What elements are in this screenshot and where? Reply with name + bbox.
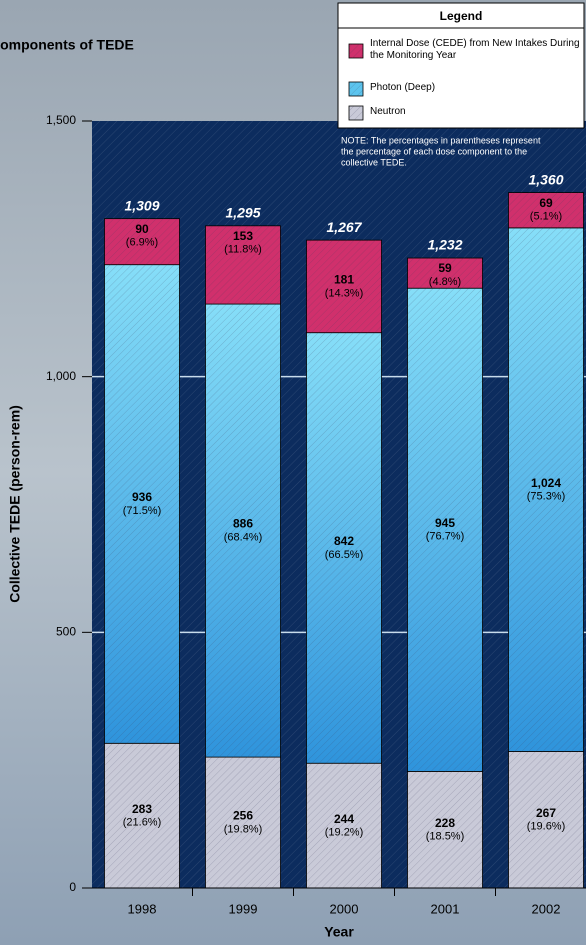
note-line: the percentage of each dose component to… xyxy=(341,146,527,156)
bars: 283(21.6%)936(71.5%)90(6.9%)1,309256(19.… xyxy=(104,171,584,889)
x-tick-label: 1998 xyxy=(128,901,157,916)
bar-hatch xyxy=(407,771,483,888)
x-tick-label: 2001 xyxy=(431,901,460,916)
segment-value: 886 xyxy=(233,517,253,531)
legend-label-box: Photon (Deep) xyxy=(370,82,436,93)
legend-label-box: Internal Dose (CEDE) from New Intakes Du… xyxy=(370,38,580,61)
total-label: 1,309 xyxy=(124,197,159,213)
y-tick-label: 500 xyxy=(56,625,76,639)
bar-hatch xyxy=(104,218,180,265)
legend-swatch-hatch xyxy=(349,82,363,96)
bar-hatch xyxy=(205,225,281,305)
segment-value: 283 xyxy=(132,802,152,816)
total-label: 1,360 xyxy=(528,171,563,187)
x-tick-label: 2000 xyxy=(330,901,359,916)
segment-value: 228 xyxy=(435,816,455,830)
bar-hatch xyxy=(508,227,584,752)
legend-box xyxy=(337,2,585,129)
segment-percent: (76.7%) xyxy=(426,531,465,543)
bar-hatch xyxy=(407,288,483,772)
total-label: 1,232 xyxy=(427,237,462,253)
bar-hatch xyxy=(306,332,382,764)
segment-percent: (4.8%) xyxy=(429,276,461,288)
x-tick-label: 2002 xyxy=(532,901,561,916)
y-tick-label: 1,500 xyxy=(46,113,76,127)
segment-value: 244 xyxy=(334,812,354,826)
bar-hatch xyxy=(306,763,382,888)
segment-value: 181 xyxy=(334,273,354,287)
legend-label-box: Neutron xyxy=(370,106,406,117)
segment-value: 69 xyxy=(539,196,553,210)
note-line: collective TEDE. xyxy=(341,157,407,167)
bar-hatch xyxy=(104,264,180,744)
segment-percent: (19.6%) xyxy=(527,821,566,833)
segment-value: 59 xyxy=(438,261,452,275)
bar-hatch xyxy=(205,757,281,888)
bar-hatch xyxy=(508,751,584,888)
segment-percent: (14.3%) xyxy=(325,287,364,299)
chart-title: Components of TEDE xyxy=(0,37,134,53)
segment-value: 153 xyxy=(233,229,253,243)
segment-value: 267 xyxy=(536,806,556,820)
bar-hatch xyxy=(205,304,281,758)
legend-label: Neutron xyxy=(370,106,406,117)
note: NOTE: The percentages in parentheses rep… xyxy=(341,135,541,167)
bar-hatch xyxy=(508,192,584,228)
segment-percent: (6.9%) xyxy=(126,237,158,249)
bar-hatch xyxy=(104,743,180,888)
x-tick-label: 1999 xyxy=(229,901,258,916)
segment-percent: (75.3%) xyxy=(527,491,566,503)
segment-percent: (19.8%) xyxy=(224,823,263,835)
segment-value: 90 xyxy=(135,222,149,236)
segment-percent: (21.6%) xyxy=(123,817,162,829)
segment-value: 945 xyxy=(435,516,455,530)
y-tick-label: 0 xyxy=(69,880,76,894)
segment-value: 256 xyxy=(233,809,253,823)
segment-percent: (18.5%) xyxy=(426,831,465,843)
segment-value: 936 xyxy=(132,490,152,504)
segment-percent: (19.2%) xyxy=(325,827,364,839)
segment-percent: (5.1%) xyxy=(530,210,562,222)
note-line: NOTE: The percentages in parentheses rep… xyxy=(341,135,541,145)
legend-swatch-hatch xyxy=(349,106,363,120)
segment-percent: (71.5%) xyxy=(123,505,162,517)
legend-swatch-hatch xyxy=(349,44,363,58)
legend-label: Internal Dose (CEDE) from New Intakes Du… xyxy=(370,38,580,61)
segment-value: 842 xyxy=(334,534,354,548)
total-label: 1,267 xyxy=(326,219,362,235)
legend-label: Photon (Deep) xyxy=(370,82,436,93)
legend: Internal Dose (CEDE) from New Intakes Du… xyxy=(348,38,580,121)
segment-value: 1,024 xyxy=(531,476,561,490)
legend-title: Legend xyxy=(440,9,483,23)
bar-hatch xyxy=(306,240,382,333)
bar-hatch xyxy=(407,258,483,289)
segment-percent: (66.5%) xyxy=(325,549,364,561)
y-tick-label: 1,000 xyxy=(46,369,76,383)
y-axis-label: Collective TEDE (person-rem) xyxy=(7,405,23,603)
segment-percent: (11.8%) xyxy=(224,244,262,256)
x-axis-label: Year xyxy=(324,924,354,940)
total-label: 1,295 xyxy=(225,205,260,221)
segment-percent: (68.4%) xyxy=(224,531,263,543)
